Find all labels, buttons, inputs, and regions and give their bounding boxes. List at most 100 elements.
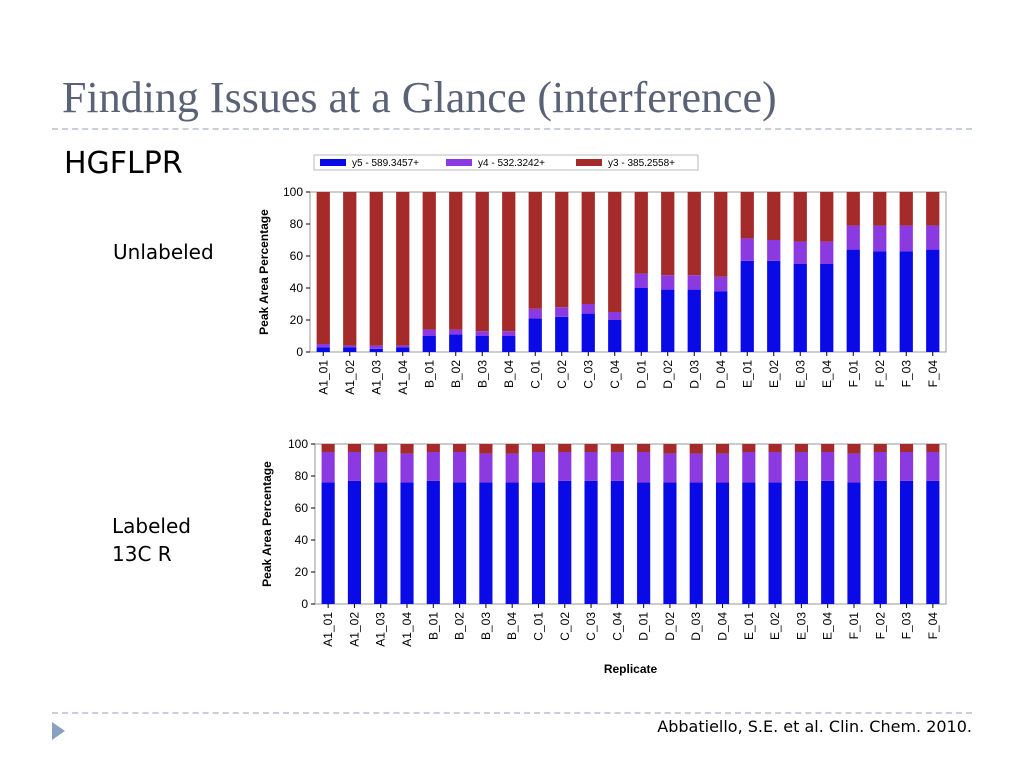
- y-tick-label: 0: [296, 345, 303, 359]
- x-tick-label: F_03: [899, 360, 913, 388]
- bar-segment: [321, 444, 335, 452]
- bar-segment: [768, 444, 782, 452]
- bar-segment: [316, 192, 330, 344]
- bar-segment: [846, 225, 860, 250]
- bar-segment: [768, 452, 782, 483]
- bar-segment: [742, 444, 756, 452]
- bar-segment: [794, 452, 808, 481]
- bar-segment: [505, 482, 519, 604]
- x-tick-label: A1_04: [400, 612, 414, 647]
- chart-1: 0 20 40 60 80 100 Peak Area Percentage A1_01 A1_…: [257, 154, 947, 395]
- bar-segment: [608, 312, 622, 320]
- x-tick-label: C_04: [610, 612, 624, 641]
- bar-segment: [740, 238, 754, 261]
- bar-segment: [321, 452, 335, 483]
- legend: y5 - 589.3457+ y4 - 532.3242+ y3 - 385.255…: [313, 154, 699, 171]
- x-tick-label: A1_03: [369, 360, 383, 395]
- bar-segment: [505, 444, 519, 454]
- bar-segment: [396, 347, 410, 352]
- y-axis-title: Peak Area Percentage: [257, 209, 271, 335]
- x-tick-label: E_01: [740, 360, 754, 388]
- bar-segment: [374, 482, 388, 604]
- bar-segment: [610, 480, 624, 604]
- bar-segment: [821, 480, 835, 604]
- x-tick-label: C_01: [528, 360, 542, 389]
- bar-segment: [347, 444, 362, 452]
- y-tick-label: 0: [301, 597, 308, 611]
- bar-segment: [637, 482, 651, 604]
- y-tick-label: 60: [295, 501, 309, 515]
- bar-segment: [821, 452, 835, 481]
- legend-swatch: [446, 159, 472, 166]
- bar-segment: [899, 444, 914, 452]
- bar-segment: [768, 482, 782, 604]
- bar-segment: [581, 304, 595, 314]
- x-tick-label: E_02: [768, 612, 782, 640]
- bar-segment: [449, 192, 463, 330]
- bar-segment: [555, 316, 569, 352]
- bar-segment: [369, 348, 383, 352]
- bar-segment: [899, 480, 914, 604]
- bar-segment: [558, 480, 572, 604]
- x-tick-label: B_04: [505, 612, 519, 640]
- labeled-label: Labeled 13C R: [112, 512, 191, 568]
- bar-segment: [663, 444, 677, 454]
- bar-segment: [634, 288, 648, 352]
- bottom-divider: [52, 712, 972, 714]
- bar-segment: [689, 482, 703, 604]
- peptide-label: HGFLPR: [64, 146, 183, 181]
- bar-segment: [453, 444, 467, 452]
- y-tick-label: 100: [283, 185, 303, 199]
- bar-segment: [663, 453, 677, 483]
- slide-title: Finding Issues at a Glance (interference…: [62, 73, 777, 122]
- slide-bullet-icon: [52, 722, 65, 740]
- bar-segment: [689, 453, 703, 483]
- bar-segment: [374, 444, 388, 452]
- bar-segment: [555, 192, 569, 308]
- x-tick-label: D_03: [687, 360, 701, 389]
- legend-box: [313, 154, 699, 171]
- bar-segment: [610, 444, 624, 452]
- bar-segment: [714, 192, 728, 277]
- bar-segment: [687, 192, 701, 276]
- x-tick-label: C_04: [608, 360, 622, 389]
- bar-segment: [926, 444, 940, 452]
- bar-segment: [742, 482, 756, 604]
- bar-segment: [899, 251, 913, 352]
- bar-segment: [505, 453, 519, 483]
- x-tick-label: A1_04: [396, 360, 410, 395]
- legend-swatch: [576, 159, 602, 166]
- bar-segment: [821, 444, 835, 452]
- x-tick-label: B_04: [502, 360, 516, 388]
- bar-segment: [873, 480, 887, 604]
- x-tick-label: B_01: [426, 612, 440, 640]
- bar-segment: [453, 452, 467, 483]
- bar-segment: [555, 307, 569, 317]
- bar-segment: [502, 192, 516, 332]
- bar-segment: [793, 264, 807, 352]
- bar-segment: [400, 453, 414, 483]
- bar-segment: [608, 320, 622, 352]
- x-tick-label: E_02: [767, 360, 781, 388]
- bar-segment: [584, 444, 598, 452]
- bar-segment: [740, 192, 754, 239]
- bar-segment: [479, 482, 493, 604]
- bar-segment: [687, 289, 701, 352]
- x-tick-label: C_02: [555, 360, 569, 389]
- x-tick-label: F_01: [847, 612, 861, 640]
- bar-segment: [687, 275, 701, 290]
- x-tick-label: C_03: [581, 360, 595, 389]
- bar-segment: [584, 452, 598, 481]
- legend-entry: y5 - 589.3457+: [352, 158, 419, 169]
- citation: Abbatiello, S.E. et al. Clin. Chem. 2010…: [657, 717, 972, 736]
- bar-segment: [793, 192, 807, 242]
- bar-segment: [449, 329, 463, 335]
- x-tick-label: F_02: [873, 612, 887, 640]
- x-tick-label: F_02: [873, 360, 887, 388]
- bar-segment: [581, 192, 595, 304]
- bar-segment: [479, 453, 493, 483]
- x-tick-label: E_03: [793, 360, 807, 388]
- x-tick-label: E_01: [742, 612, 756, 640]
- bar-segment: [558, 444, 572, 452]
